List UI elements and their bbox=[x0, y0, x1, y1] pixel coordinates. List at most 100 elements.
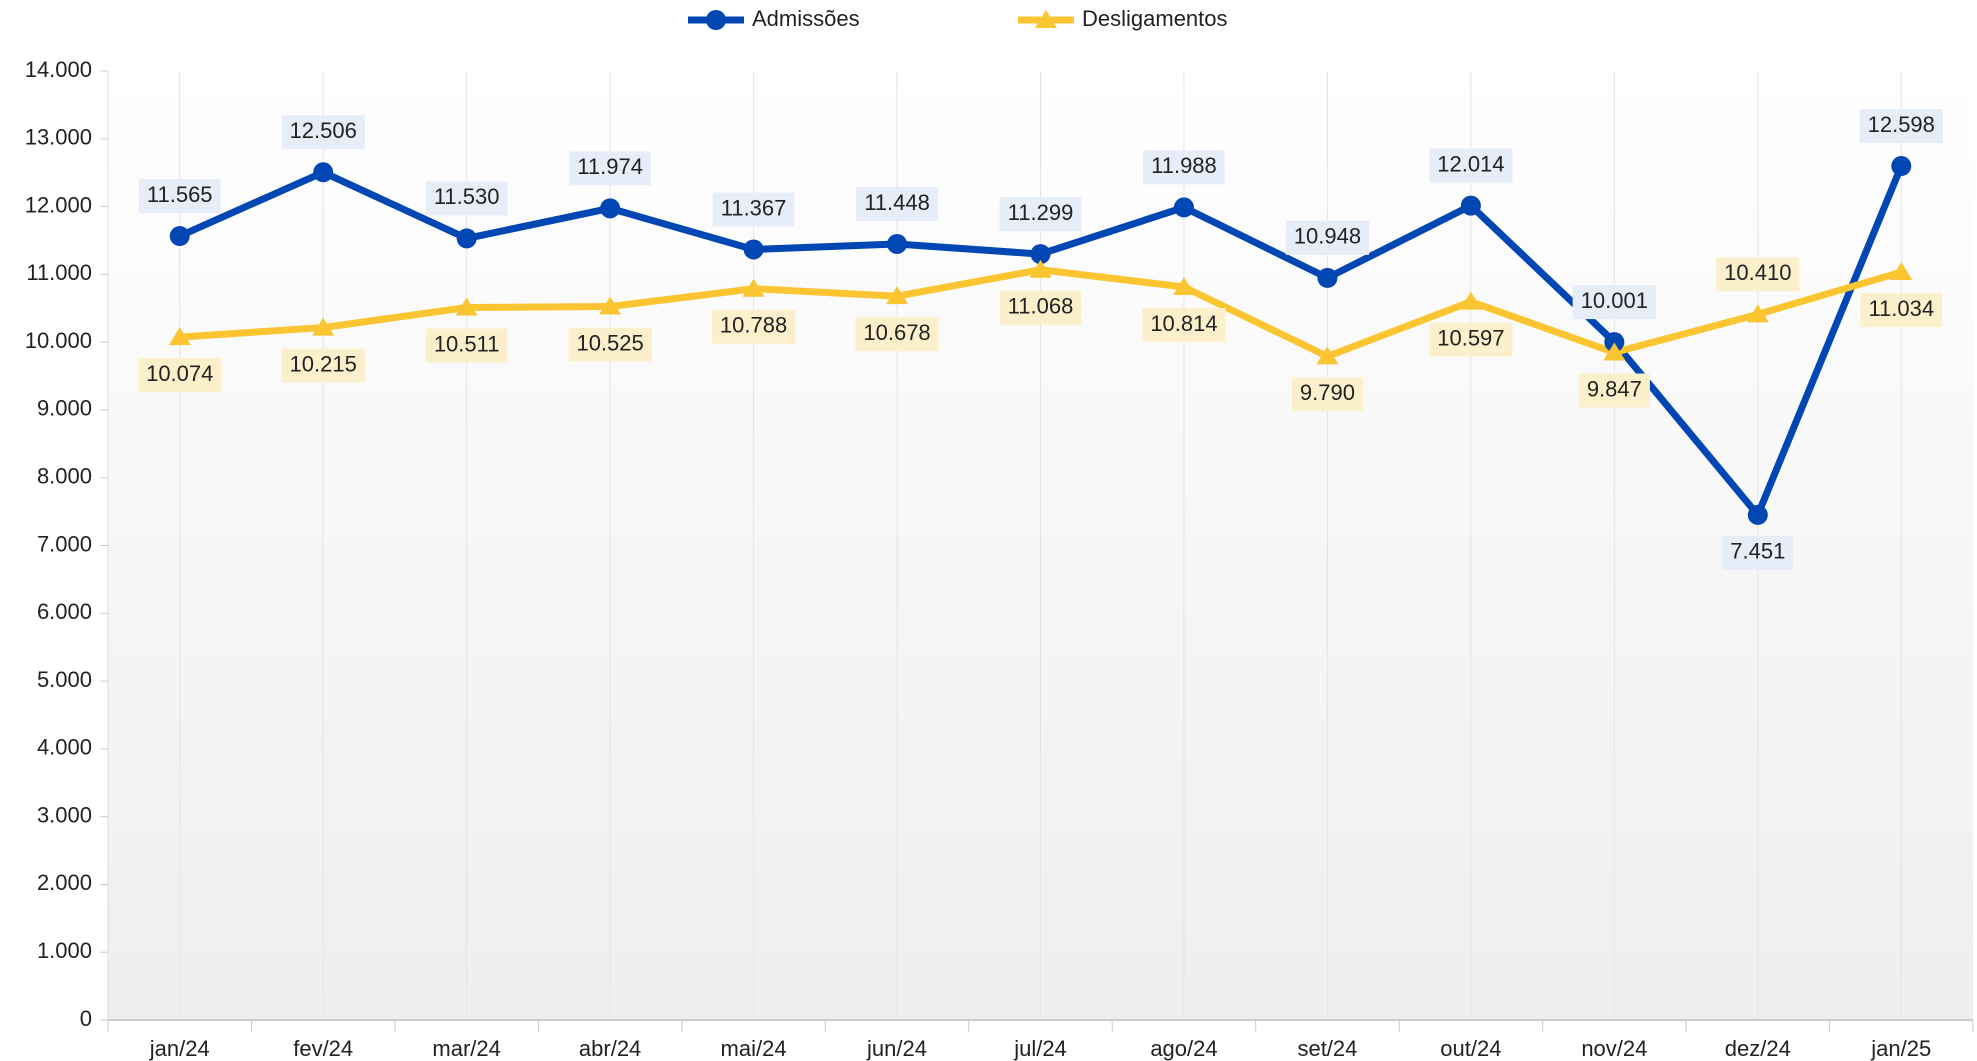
data-label: 11.034 bbox=[1860, 293, 1943, 328]
data-label: 10.001 bbox=[1572, 285, 1656, 320]
data-label-text: 10.525 bbox=[576, 330, 643, 355]
y-tick-label: 14.000 bbox=[25, 57, 92, 82]
data-label: 12.014 bbox=[1429, 148, 1513, 183]
data-label-text: 7.451 bbox=[1730, 539, 1785, 564]
data-point bbox=[168, 327, 191, 346]
data-point bbox=[312, 317, 335, 336]
data-label: 12.506 bbox=[281, 115, 365, 150]
data-label: 10.597 bbox=[1429, 322, 1513, 357]
data-point bbox=[1891, 156, 1912, 177]
y-tick-label: 7.000 bbox=[37, 531, 92, 556]
data-label: 11.068 bbox=[999, 290, 1082, 325]
data-label: 11.565 bbox=[138, 179, 221, 214]
x-tick-label: mai/24 bbox=[721, 1036, 787, 1061]
data-label-bg bbox=[1429, 322, 1513, 357]
data-label-text: 10.678 bbox=[863, 320, 930, 345]
data-label: 10.814 bbox=[1142, 307, 1226, 342]
x-tick-label: fev/24 bbox=[293, 1036, 353, 1061]
y-tick-label: 9.000 bbox=[37, 396, 92, 421]
data-label-bg bbox=[569, 151, 651, 186]
data-label-text: 10.948 bbox=[1294, 224, 1361, 249]
data-point bbox=[1317, 267, 1338, 288]
y-tick-label: 0 bbox=[80, 1006, 92, 1031]
data-label-bg bbox=[856, 186, 938, 221]
data-label-text: 11.565 bbox=[147, 182, 213, 207]
data-label-bg bbox=[855, 317, 939, 352]
data-label-bg bbox=[1291, 377, 1363, 412]
data-label-bg bbox=[138, 179, 221, 214]
data-point bbox=[313, 162, 334, 183]
x-tick-label: set/24 bbox=[1297, 1036, 1357, 1061]
data-label-bg bbox=[1142, 307, 1226, 342]
data-label-text: 10.511 bbox=[434, 331, 500, 356]
data-label-text: 11.448 bbox=[864, 190, 930, 215]
data-label: 10.788 bbox=[711, 309, 796, 344]
data-point bbox=[1173, 197, 1194, 218]
y-tick-label: 5.000 bbox=[37, 667, 92, 692]
y-tick-label: 8.000 bbox=[37, 464, 92, 489]
data-point bbox=[1604, 332, 1625, 353]
x-tick-label: nov/24 bbox=[1581, 1036, 1647, 1061]
data-point bbox=[1316, 346, 1339, 365]
data-point bbox=[742, 278, 765, 297]
legend-label: Desligamentos bbox=[1082, 6, 1228, 31]
data-label: 10.525 bbox=[568, 327, 652, 362]
data-point bbox=[1029, 259, 1052, 278]
data-point bbox=[743, 239, 764, 260]
data-label-text: 11.974 bbox=[577, 154, 643, 179]
data-label-text: 12.014 bbox=[1437, 151, 1504, 176]
data-point bbox=[1172, 276, 1195, 295]
x-tick-label: ago/24 bbox=[1150, 1036, 1217, 1061]
x-tick-label: jul/24 bbox=[1013, 1036, 1067, 1061]
y-tick-label: 6.000 bbox=[37, 599, 92, 624]
data-label-bg bbox=[999, 197, 1082, 232]
data-label-bg bbox=[1722, 535, 1794, 570]
x-tick-label: abr/24 bbox=[579, 1036, 641, 1061]
x-tick-label: mar/24 bbox=[432, 1036, 500, 1061]
data-label: 11.448 bbox=[856, 186, 938, 221]
data-label: 11.299 bbox=[999, 197, 1082, 232]
data-label-bg bbox=[1285, 220, 1370, 255]
data-label-text: 10.410 bbox=[1724, 260, 1791, 285]
data-label-bg bbox=[999, 290, 1082, 325]
data-label-bg bbox=[568, 327, 652, 362]
legend-marker bbox=[1035, 10, 1057, 28]
data-point bbox=[169, 226, 190, 247]
data-label: 11.974 bbox=[569, 151, 651, 186]
data-label-bg bbox=[1716, 257, 1800, 292]
data-point bbox=[1890, 262, 1913, 281]
data-point bbox=[1459, 291, 1482, 310]
data-label: 10.074 bbox=[138, 358, 222, 393]
data-point bbox=[456, 228, 477, 249]
data-label-text: 12.598 bbox=[1868, 112, 1935, 137]
y-tick-label: 1.000 bbox=[37, 938, 92, 963]
legend-marker bbox=[706, 10, 726, 30]
x-tick-label: dez/24 bbox=[1725, 1036, 1791, 1061]
data-label-text: 10.215 bbox=[290, 351, 357, 376]
data-label-text: 10.074 bbox=[146, 361, 213, 386]
data-point bbox=[887, 233, 908, 254]
data-label-bg bbox=[138, 358, 222, 393]
data-label: 9.790 bbox=[1291, 377, 1363, 412]
data-label-text: 11.530 bbox=[434, 184, 500, 209]
data-label-bg bbox=[281, 115, 365, 150]
data-label-text: 10.001 bbox=[1581, 288, 1648, 313]
data-label-text: 11.988 bbox=[1151, 153, 1217, 178]
data-point bbox=[1747, 504, 1768, 525]
data-point bbox=[1460, 195, 1481, 216]
data-label-bg bbox=[425, 328, 508, 363]
data-label-text: 10.814 bbox=[1150, 311, 1217, 336]
data-label: 10.511 bbox=[425, 328, 508, 363]
data-point bbox=[599, 296, 622, 315]
data-label-text: 12.506 bbox=[290, 118, 357, 143]
data-label-text: 9.790 bbox=[1300, 380, 1355, 405]
y-tick-label: 4.000 bbox=[37, 735, 92, 760]
y-tick-label: 13.000 bbox=[25, 125, 92, 150]
x-tick-label: jun/24 bbox=[866, 1036, 927, 1061]
y-tick-label: 10.000 bbox=[25, 328, 92, 353]
x-tick-label: jan/24 bbox=[149, 1036, 210, 1061]
data-label-text: 10.597 bbox=[1437, 325, 1504, 350]
data-label-bg bbox=[281, 348, 365, 383]
